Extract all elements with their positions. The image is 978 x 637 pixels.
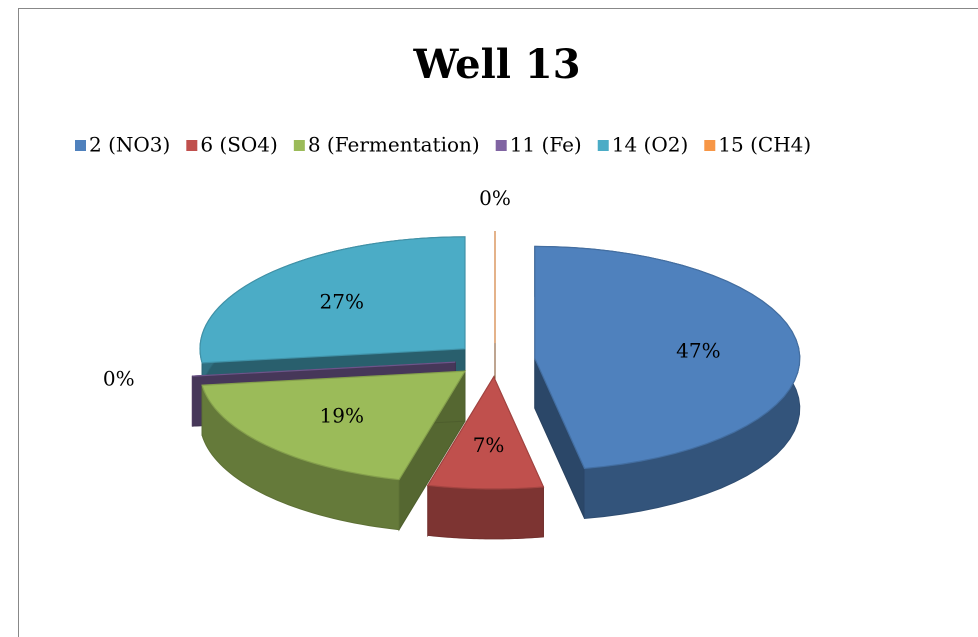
pie-slice: [426, 375, 545, 540]
legend-swatch: [75, 140, 86, 151]
slice-top: [534, 245, 801, 470]
data-label: 0%: [103, 367, 135, 391]
legend-label: 11 (Fe): [510, 133, 582, 157]
legend-swatch: [704, 140, 716, 151]
chart-border: [18, 8, 978, 637]
legend-label: 6 (SO4): [200, 133, 278, 157]
data-label: 0%: [479, 186, 511, 210]
data-label: 27%: [320, 289, 364, 313]
data-label: 7%: [473, 433, 505, 457]
slice-top: [426, 375, 545, 490]
data-label: 19%: [320, 404, 364, 428]
data-label: 47%: [676, 338, 720, 362]
legend-label: 2 (NO3): [89, 133, 170, 157]
pie-slice: [534, 245, 801, 519]
legend-swatch: [597, 140, 609, 151]
slice-top: [199, 236, 466, 364]
legend-swatch: [293, 140, 305, 151]
legend-label: 15 (CH4): [718, 133, 811, 157]
chart-title: Well 13: [412, 41, 580, 88]
legend-swatch: [186, 140, 198, 151]
slice-side: [427, 484, 544, 540]
slice-top: [201, 370, 467, 481]
pie-slice: [201, 369, 467, 532]
legend-swatch: [495, 140, 507, 151]
legend-label: 14 (O2): [612, 133, 689, 157]
legend-label: 8 (Fermentation): [308, 133, 480, 157]
